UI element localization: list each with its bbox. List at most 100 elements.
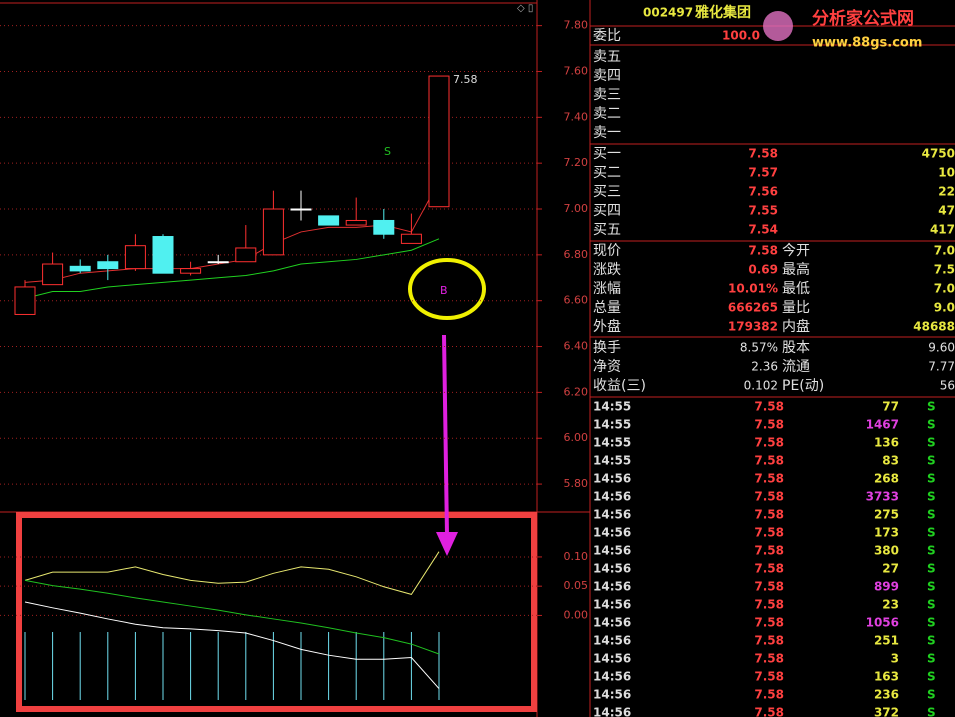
trade-volume: 236: [874, 688, 899, 702]
highlight-circle: [408, 258, 486, 320]
trade-price: 7.58: [754, 436, 784, 450]
field-value: 7.58: [748, 244, 778, 258]
sell-signal: S: [384, 145, 391, 158]
trade-volume: 163: [874, 670, 899, 684]
bid-volume: 22: [938, 185, 955, 199]
trade-volume: 83: [882, 454, 899, 468]
trade-volume: 1056: [866, 616, 899, 630]
trade-price: 7.58: [754, 544, 784, 558]
trade-price: 7.58: [754, 652, 784, 666]
candle-body: [152, 236, 174, 274]
trade-side: S: [927, 688, 936, 702]
field-label: 涨跌: [593, 262, 621, 278]
field-value: 8.57%: [740, 341, 778, 355]
field-label: 股本: [782, 340, 810, 356]
field-label: PE(动): [782, 378, 824, 394]
indicator-line: [24, 579, 440, 655]
field-label: 最低: [782, 281, 810, 297]
y-tick-label: 0.00: [564, 608, 589, 621]
trade-side: S: [927, 706, 936, 717]
arrow: [442, 334, 449, 536]
y-tick-label: 5.80: [564, 477, 589, 490]
y-tick-label: 7.40: [564, 110, 589, 123]
weibi-value: 100.0: [722, 29, 760, 43]
field-label: 换手: [593, 339, 621, 356]
trade-price: 7.58: [754, 688, 784, 702]
logo-url: www.88gs.com: [812, 36, 922, 51]
stock-name: 雅化集团: [695, 4, 751, 21]
trade-price: 7.58: [754, 490, 784, 504]
trade-side: S: [927, 616, 936, 630]
bid-price: 7.56: [748, 185, 778, 199]
trade-price: 7.58: [754, 418, 784, 432]
trade-price: 7.58: [754, 616, 784, 630]
y-tick-label: 7.00: [564, 202, 589, 215]
field-label: 流通: [782, 359, 810, 375]
candle-body: [235, 247, 257, 263]
logo-icon: [763, 11, 793, 41]
field-value: 666265: [728, 301, 778, 315]
trade-side: S: [927, 598, 936, 612]
ask-label: 卖四: [593, 68, 621, 84]
bid-volume: 47: [938, 204, 955, 218]
indicator-line: [24, 551, 440, 595]
candle-body: [14, 286, 36, 315]
field-value: 56: [940, 379, 955, 393]
trade-volume: 173: [874, 526, 899, 540]
trade-price: 7.58: [754, 580, 784, 594]
field-value: 10.01%: [728, 282, 778, 296]
ask-label: 卖一: [593, 125, 621, 141]
ask-label: 卖二: [593, 106, 621, 122]
indicator-line: [24, 601, 440, 689]
trade-volume: 3733: [866, 490, 899, 504]
trade-side: S: [927, 400, 936, 414]
y-tick-label: 0.05: [564, 579, 589, 592]
bid-label: 买二: [593, 165, 621, 181]
candle-body: [345, 219, 367, 226]
trade-time: 14:56: [593, 706, 631, 717]
field-value: 9.60: [928, 341, 955, 355]
field-value: 9.0: [934, 301, 955, 315]
field-value: 0.69: [748, 263, 778, 277]
field-label: 量比: [782, 300, 810, 316]
trade-price: 7.58: [754, 508, 784, 522]
candle-body: [428, 75, 450, 208]
trade-side: S: [927, 634, 936, 648]
bid-volume: 417: [930, 223, 955, 237]
trade-time: 14:56: [593, 508, 631, 522]
candle-body: [97, 261, 119, 270]
trade-volume: 268: [874, 472, 899, 486]
trade-volume: 23: [882, 598, 899, 612]
bid-volume: 4750: [922, 147, 955, 161]
trade-time: 14:56: [593, 490, 631, 504]
bid-price: 7.54: [748, 223, 778, 237]
icon: ◇ ▯: [517, 3, 533, 14]
candle-body: [42, 263, 64, 286]
trade-time: 14:56: [593, 526, 631, 540]
logo: 分析家公式网: [812, 8, 914, 29]
trade-price: 7.58: [754, 454, 784, 468]
trade-time: 14:56: [593, 688, 631, 702]
trade-side: S: [927, 436, 936, 450]
trade-volume: 899: [874, 580, 899, 594]
y-tick-label: 7.80: [564, 19, 589, 32]
y-tick-label: 7.20: [564, 156, 589, 169]
trade-volume: 27: [882, 562, 899, 576]
field-value: 7.77: [928, 360, 955, 374]
y-tick-label: 7.60: [564, 64, 589, 77]
field-label: 今开: [782, 243, 810, 259]
trade-price: 7.58: [754, 634, 784, 648]
y-tick-label: 0.10: [564, 550, 589, 563]
trade-volume: 275: [874, 508, 899, 522]
bid-label: 买四: [593, 203, 621, 219]
bid-price: 7.58: [748, 147, 778, 161]
trade-time: 14:56: [593, 616, 631, 630]
y-tick-label: 6.60: [564, 294, 589, 307]
trade-time: 14:56: [593, 472, 631, 486]
trade-time: 14:55: [593, 418, 631, 432]
candle-body: [318, 215, 340, 226]
bid-label: 买一: [593, 146, 621, 162]
field-value: 7.5: [934, 263, 955, 277]
